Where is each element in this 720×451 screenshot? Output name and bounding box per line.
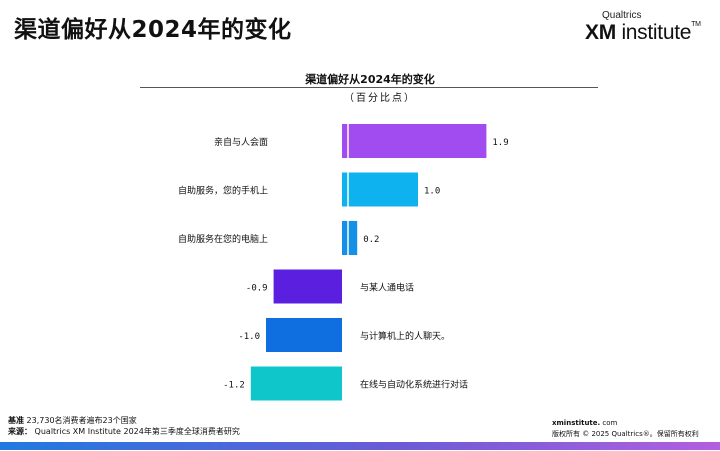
bar: [266, 318, 342, 352]
logo-xm-text: XM: [585, 21, 616, 44]
bar: [342, 221, 358, 255]
site-link: xminstitute.: [552, 419, 601, 427]
site-line: xminstitute. com: [552, 418, 699, 429]
page-title: 渠道偏好从2024年的变化: [14, 17, 292, 43]
bar: [273, 269, 342, 304]
logo-main-text: XM instituteTM: [585, 21, 701, 45]
bar-chart: 亲自与人会面 1.9 自助服务，您的手机上 1.0 自助服务在您的电脑上 0.2 与某人通电…: [178, 124, 509, 401]
site-tail: com: [600, 419, 618, 427]
category-label: 与计算机上的人聊天。: [360, 330, 450, 342]
footer-gradient-bar: [0, 442, 720, 450]
base-label: 基准: [8, 416, 24, 425]
bar: [250, 366, 342, 401]
source-text: Qualtrics XM Institute 2024年第三季度全球消费者研究: [34, 427, 240, 436]
chart-title: 渠道偏好从2024年的变化: [305, 73, 435, 86]
copyright-text: 版权所有 © 2025 Qualtrics®。保留所有权利: [552, 430, 699, 438]
base-line: 基准 23,730名消费者遍布23个国家: [8, 415, 240, 426]
data-label: -0.9: [246, 284, 268, 294]
footnotes: 基准 23,730名消费者遍布23个国家 来源： Qualtrics XM In…: [8, 415, 240, 437]
chart-title-rule: [140, 87, 598, 88]
data-label: 1.0: [424, 187, 440, 197]
data-label: -1.0: [238, 332, 260, 342]
category-label: 自助服务在您的电脑上: [178, 233, 268, 245]
logo-tm-mark: TM: [691, 21, 701, 28]
category-label: 自助服务，您的手机上: [178, 185, 268, 197]
data-label: 1.9: [492, 138, 508, 148]
logo-institute-text: institute: [615, 21, 692, 44]
base-text: 23,730名消费者遍布23个国家: [26, 416, 137, 425]
source-label: 来源：: [8, 427, 32, 436]
data-label: 0.2: [363, 235, 379, 245]
logo-qualtrics-text: Qualtrics: [602, 10, 642, 21]
chart-subtitle: （百分比点）: [344, 93, 416, 104]
category-label: 亲自与人会面: [214, 136, 268, 148]
bar: [342, 124, 487, 158]
category-label: 在线与自动化系统进行对话: [360, 379, 468, 391]
data-label: -1.2: [223, 381, 245, 391]
category-label: 与某人通电话: [360, 282, 414, 294]
xm-institute-logo: Qualtrics XM instituteTM: [585, 8, 710, 46]
bar: [342, 172, 418, 207]
source-line: 来源： Qualtrics XM Institute 2024年第三季度全球消费…: [8, 426, 240, 437]
